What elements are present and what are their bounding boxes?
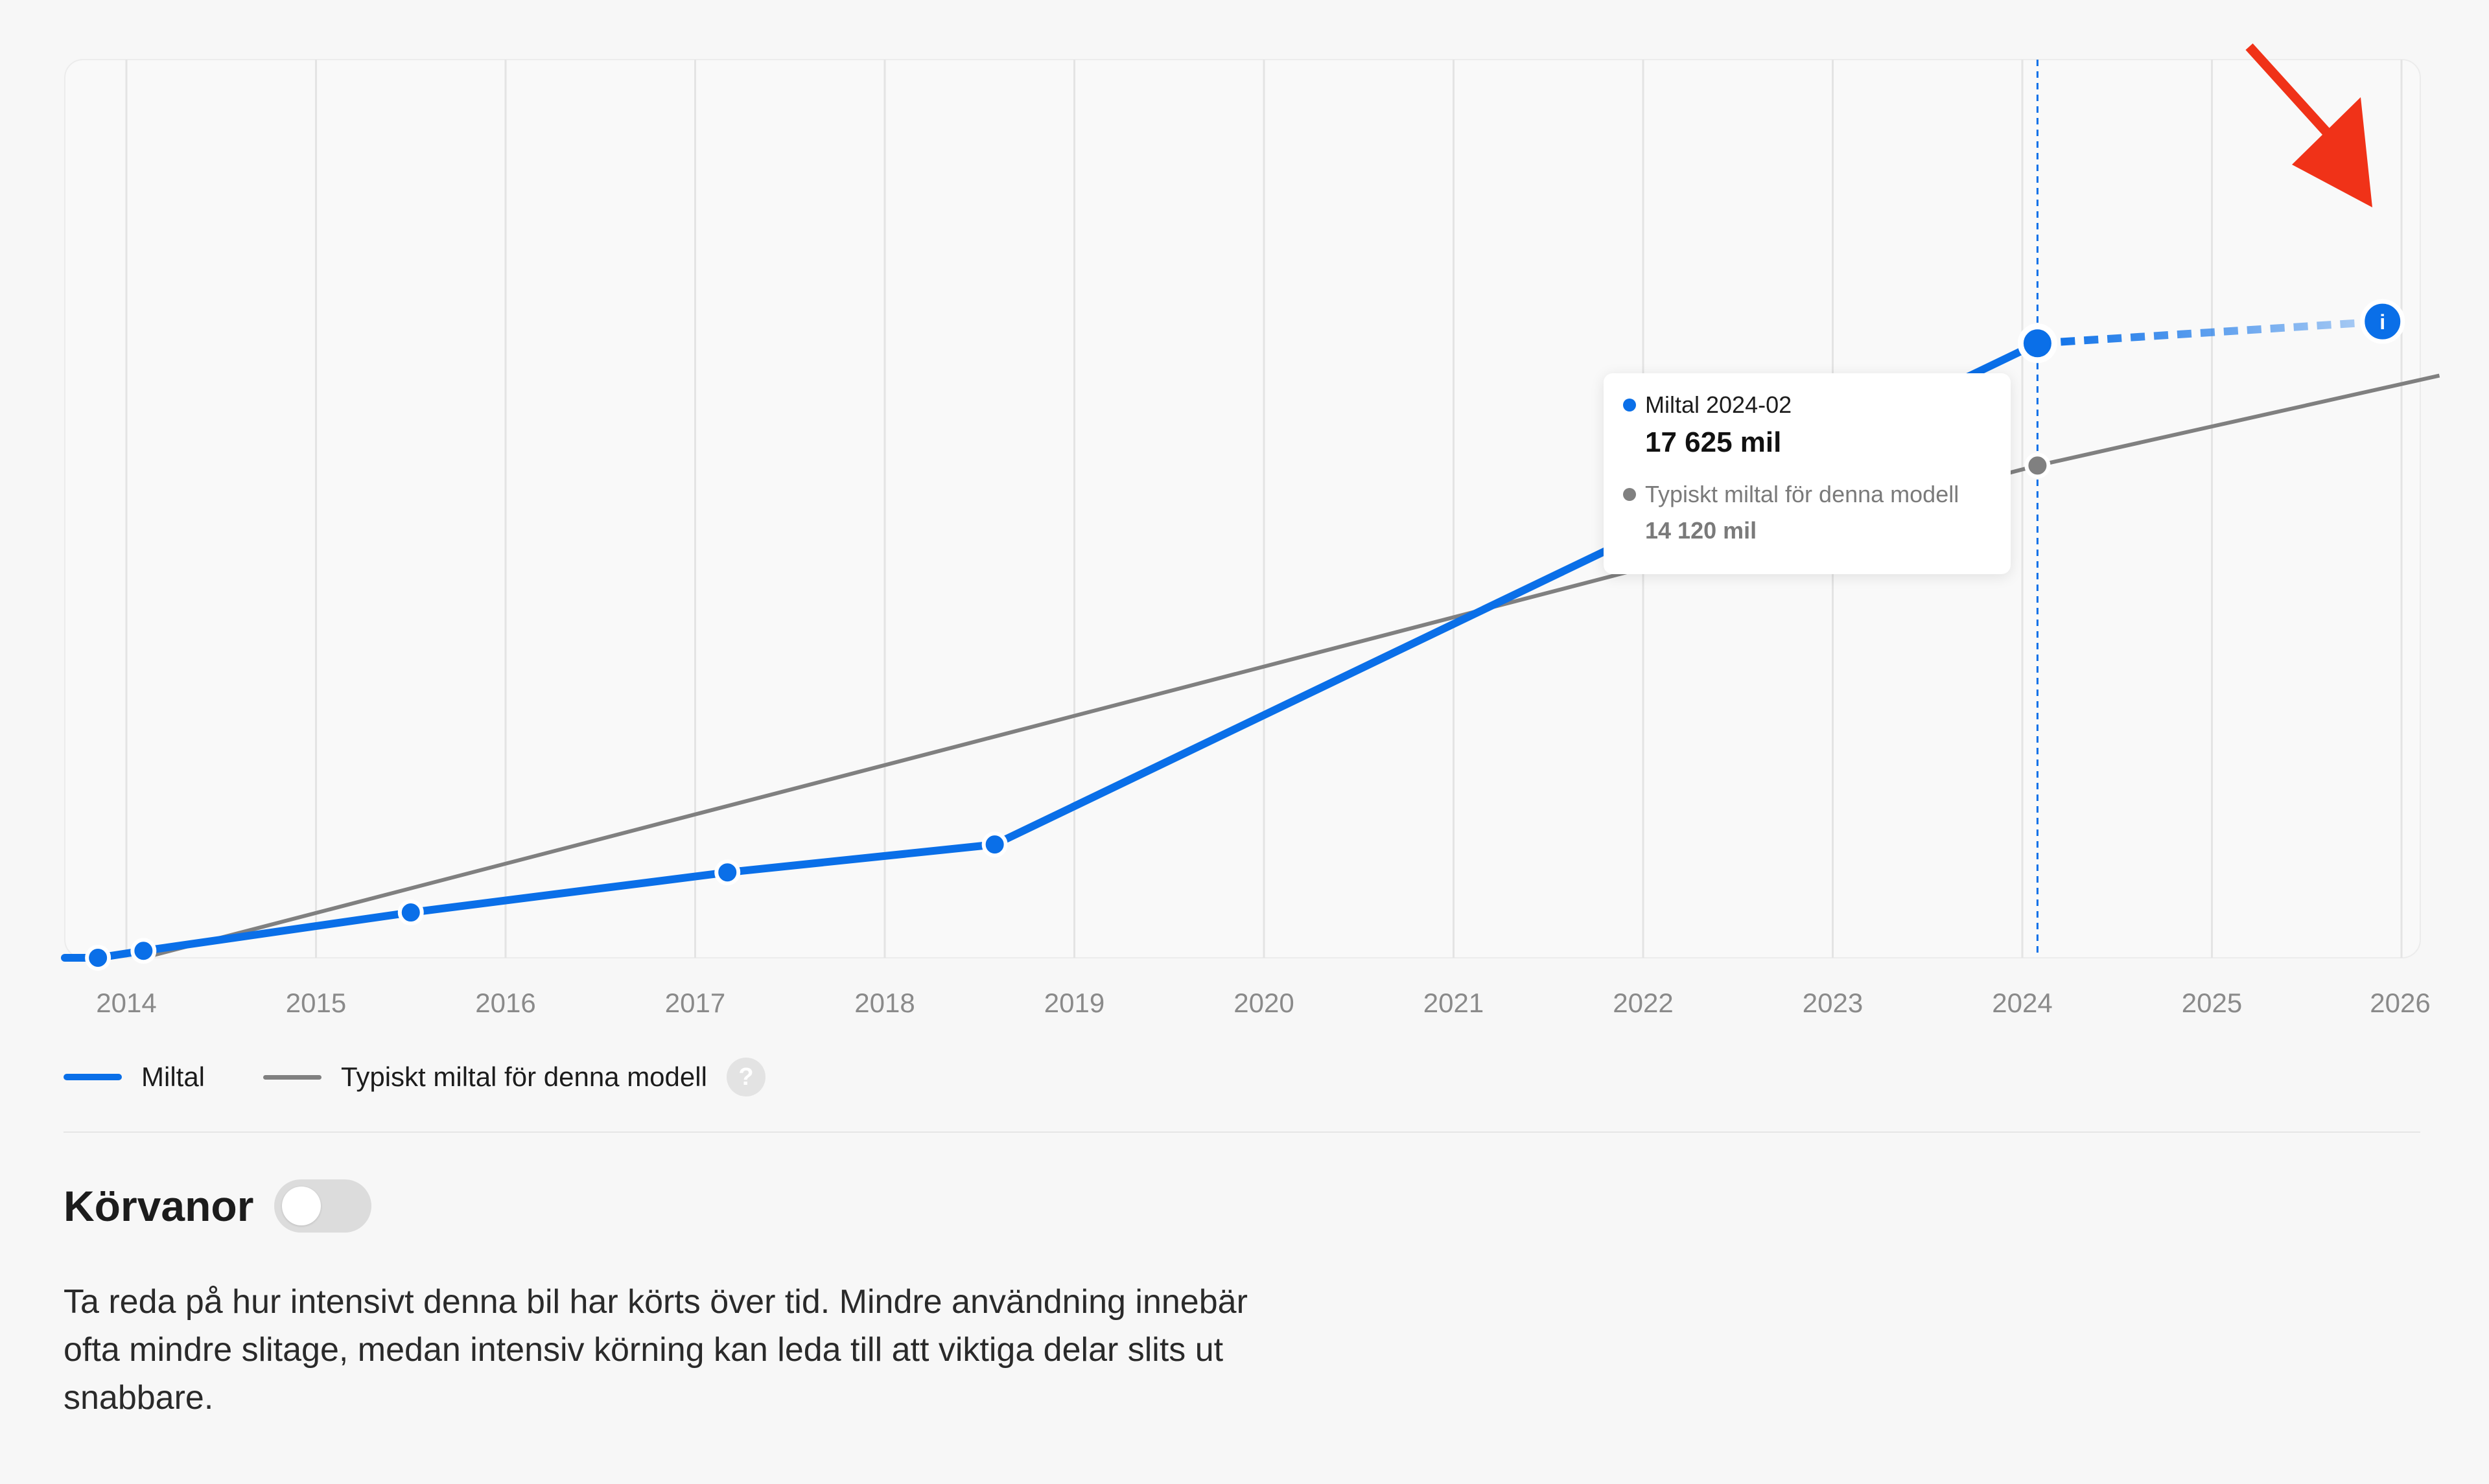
annotation-arrow-shaft <box>2245 43 2334 140</box>
annotation-arrow-head <box>2292 97 2372 207</box>
legend-label-miltal: Miltal <box>141 1061 205 1092</box>
x-tick-label: 2023 <box>1803 988 1863 1018</box>
chart-tooltip: Miltal 2024-02 17 625 mil Typiskt miltal… <box>1604 373 2011 574</box>
info-icon-circle <box>2360 299 2405 344</box>
toggle-knob <box>282 1187 321 1225</box>
x-tick-label: 2018 <box>854 988 915 1018</box>
section-title: Körvanor <box>64 1182 254 1230</box>
x-tick-label: 2026 <box>2370 988 2430 1018</box>
miltal-data-point <box>397 899 424 926</box>
section-divider <box>64 1131 2420 1133</box>
x-tick-label: 2014 <box>96 988 156 1018</box>
tooltip-series2-label: Typiskt miltal för denna modell <box>1645 481 1959 507</box>
typical-highlight-point <box>2024 452 2051 479</box>
tooltip-series1-value: 17 625 mil <box>1645 426 1782 458</box>
korvanor-header: Körvanor <box>64 1179 372 1233</box>
x-tick-label: 2025 <box>2182 988 2242 1018</box>
x-tick-label: 2024 <box>1992 988 2052 1018</box>
x-tick-label: 2015 <box>286 988 346 1018</box>
x-tick-label: 2021 <box>1423 988 1484 1018</box>
x-tick-label: 2022 <box>1613 988 1673 1018</box>
series-projection-miltal <box>2037 318 2383 347</box>
legend-item-miltal[interactable]: Miltal <box>64 1061 205 1093</box>
typical-dot-icon <box>1623 488 1636 501</box>
typical-line-icon <box>263 1074 322 1080</box>
help-icon[interactable]: ? <box>726 1058 765 1096</box>
info-icon[interactable]: i <box>2360 299 2405 344</box>
legend-label-typical: Typiskt miltal för denna modell <box>341 1061 707 1092</box>
korvanor-toggle[interactable] <box>274 1179 372 1233</box>
miltal-data-point <box>714 859 741 886</box>
legend-item-typical[interactable]: Typiskt miltal för denna modell <box>263 1061 707 1093</box>
miltal-dot-icon <box>1623 399 1636 412</box>
chart-legend: Miltal Typiskt miltal för denna modell ? <box>64 1058 765 1096</box>
x-tick-label: 2019 <box>1044 988 1104 1018</box>
miltal-line-icon <box>64 1074 122 1080</box>
x-tick-label: 2016 <box>475 988 535 1018</box>
miltal-highlight-point <box>2017 323 2057 364</box>
x-tick-label: 2020 <box>1233 988 1294 1018</box>
miltal-data-point <box>85 945 111 971</box>
tooltip-series2-value: 14 120 mil <box>1645 517 1757 544</box>
chart-area <box>64 59 2421 958</box>
miltal-data-point <box>130 938 157 964</box>
info-icon-glyph: i <box>2379 310 2385 334</box>
tooltip-series1-label: Miltal 2024-02 <box>1645 391 1792 418</box>
section-description: Ta reda på hur intensivt denna bil har k… <box>64 1283 1248 1417</box>
mileage-chart: 2014 2015 2016 2017 2018 2019 2020 2021 2022 2023… <box>61 43 2440 1018</box>
x-tick-label: 2017 <box>665 988 725 1018</box>
miltal-data-point <box>981 831 1008 858</box>
